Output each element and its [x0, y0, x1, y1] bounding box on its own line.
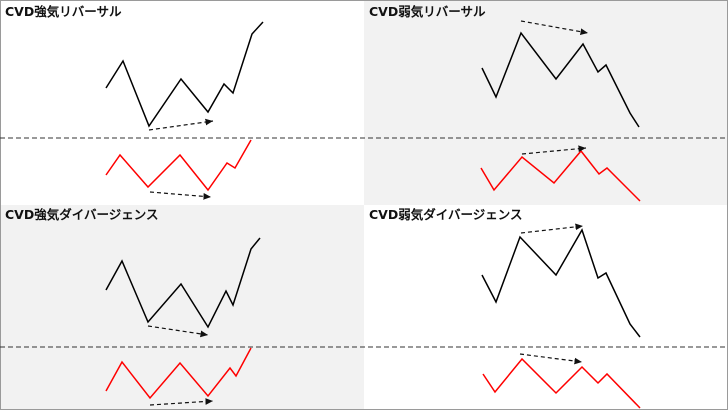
- cvd-trend-arrow: [521, 145, 587, 155]
- cvd-trend-arrow: [149, 398, 214, 406]
- panel-bg-bullish-divergence: [1, 205, 364, 409]
- cvd-line: [105, 139, 252, 192]
- panel-title-bearish-reversal: CVD弱気リバーサル: [369, 4, 486, 19]
- price-line: [481, 31, 640, 128]
- cvd-trend-arrow: [519, 353, 583, 365]
- cvd-trend-arrow: [149, 191, 212, 200]
- panel-title-bullish-divergence: CVD強気ダイバージェンス: [5, 207, 158, 222]
- price-line: [105, 21, 264, 128]
- price-line: [105, 237, 261, 329]
- panel-bg-bearish-reversal: [364, 1, 727, 205]
- cvd-line: [480, 149, 641, 202]
- panel-bg-bullish-reversal: [1, 1, 364, 205]
- price-trend-arrow: [147, 325, 209, 338]
- cvd-line: [482, 357, 641, 409]
- price-trend-arrow: [520, 223, 584, 234]
- panel-bullish-reversal: [105, 21, 264, 200]
- panel-bg-bearish-divergence: [364, 205, 727, 409]
- price-trend-arrow: [148, 118, 214, 131]
- panel-title-bearish-divergence: CVD弱気ダイバージェンス: [369, 207, 522, 222]
- panel-bearish-divergence: [481, 223, 641, 409]
- panel-bullish-divergence: [105, 237, 261, 406]
- panel-bearish-reversal: [480, 20, 641, 202]
- price-trend-arrow: [520, 20, 589, 35]
- panel-title-bullish-reversal: CVD強気リバーサル: [5, 4, 122, 19]
- cvd-line: [105, 347, 252, 400]
